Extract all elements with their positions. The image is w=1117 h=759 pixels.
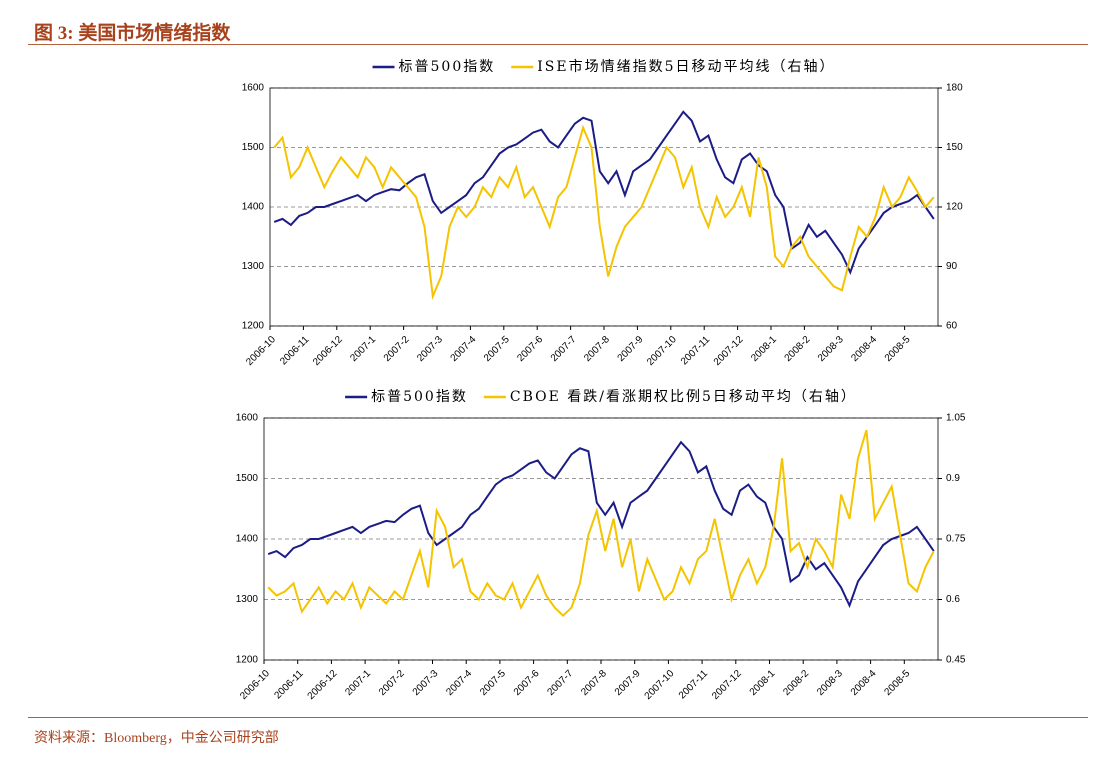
legend: 标普500指数 CBOE 看跌/看涨期权比例5日移动平均（右轴） (345, 389, 857, 405)
x-tick-label: 2008-1 (748, 668, 778, 698)
x-tick-label: 2007-12 (712, 334, 746, 368)
source-note: 资料来源：Bloomberg，中金公司研究部 (34, 731, 279, 746)
y-tick-label: 1200 (236, 655, 259, 666)
figure-title: 图 3: 美国市场情绪指数 (34, 23, 231, 44)
y2-tick-label: 0.75 (946, 534, 966, 545)
series-line (267, 440, 935, 609)
x-tick-label: 2008-4 (849, 668, 879, 698)
x-tick-label: 2007-1 (348, 334, 378, 364)
y2-tick-label: 0.9 (946, 473, 960, 484)
x-tick-label: 2007-5 (482, 334, 512, 364)
x-tick-label: 2007-6 (512, 668, 542, 698)
x-tick-label: 2007-8 (582, 334, 612, 364)
x-tick-label: 2008-2 (781, 668, 811, 698)
x-tick-label: 2008-5 (882, 668, 912, 698)
y2-tick-label: 60 (946, 321, 958, 332)
y2-tick-label: 1.05 (946, 413, 966, 424)
x-tick-label: 2007-12 (710, 668, 744, 702)
x-tick-label: 2007-11 (677, 668, 711, 702)
x-tick-label: 2006-12 (311, 334, 345, 368)
legend: 标普500指数 ISE市场情绪指数5日移动平均线（右轴） (372, 58, 835, 75)
y2-tick-label: 120 (946, 202, 963, 213)
x-tick-label: 2007-2 (377, 668, 407, 698)
x-tick-label: 2007-10 (645, 334, 679, 368)
y2-tick-label: 0.45 (946, 655, 966, 666)
y-tick-label: 1500 (236, 473, 259, 484)
series-line (273, 110, 935, 276)
x-tick-label: 2007-3 (415, 334, 445, 364)
legend-label: CBOE 看跌/看涨期权比例5日移动平均（右轴） (510, 389, 857, 405)
y2-tick-label: 150 (946, 142, 963, 153)
y-tick-label: 1300 (242, 261, 265, 272)
x-tick-label: 2007-9 (616, 334, 646, 364)
x-tick-label: 2006-12 (306, 668, 340, 702)
legend-label: ISE市场情绪指数5日移动平均线（右轴） (537, 58, 835, 75)
series-line (267, 429, 935, 617)
x-tick-label: 2007-7 (549, 334, 579, 364)
x-tick-label: 2007-4 (444, 668, 474, 698)
x-tick-label: 2007-9 (613, 668, 643, 698)
x-tick-label: 2007-7 (545, 668, 575, 698)
y2-tick-label: 0.6 (946, 594, 960, 605)
x-tick-label: 2008-3 (816, 334, 846, 364)
x-tick-label: 2007-4 (449, 334, 479, 364)
series-line (273, 124, 935, 301)
header-rule (28, 44, 1088, 45)
x-tick-label: 2008-3 (815, 668, 845, 698)
legend-label: 标普500指数 (371, 389, 468, 405)
x-tick-label: 2007-11 (679, 334, 713, 368)
y-tick-label: 1400 (236, 534, 259, 545)
x-tick-label: 2008-2 (783, 334, 813, 364)
x-tick-label: 2007-5 (478, 668, 508, 698)
x-tick-label: 2007-8 (579, 668, 609, 698)
x-tick-label: 2007-10 (643, 668, 677, 702)
x-tick-label: 2008-5 (883, 334, 913, 364)
y-tick-label: 1300 (236, 594, 259, 605)
x-tick-label: 2007-2 (382, 334, 412, 364)
x-tick-label: 2006-11 (272, 668, 306, 702)
y-tick-label: 1400 (242, 202, 265, 213)
x-tick-label: 2006-10 (238, 668, 272, 702)
y-tick-label: 1200 (242, 321, 265, 332)
y2-tick-label: 180 (946, 83, 963, 94)
y-tick-label: 1600 (236, 413, 259, 424)
x-tick-label: 2007-6 (515, 334, 545, 364)
x-tick-label: 2006-11 (278, 334, 312, 368)
y-tick-label: 1500 (242, 142, 265, 153)
legend-label: 标普500指数 (399, 59, 496, 75)
y-tick-label: 1600 (242, 83, 265, 94)
x-tick-label: 2008-4 (849, 334, 879, 364)
y2-tick-label: 90 (946, 261, 958, 272)
x-tick-label: 2007-1 (343, 668, 373, 698)
x-tick-label: 2006-10 (244, 334, 278, 368)
x-tick-label: 2007-3 (411, 668, 441, 698)
footer-rule (28, 717, 1088, 718)
x-tick-label: 2008-1 (749, 334, 779, 364)
